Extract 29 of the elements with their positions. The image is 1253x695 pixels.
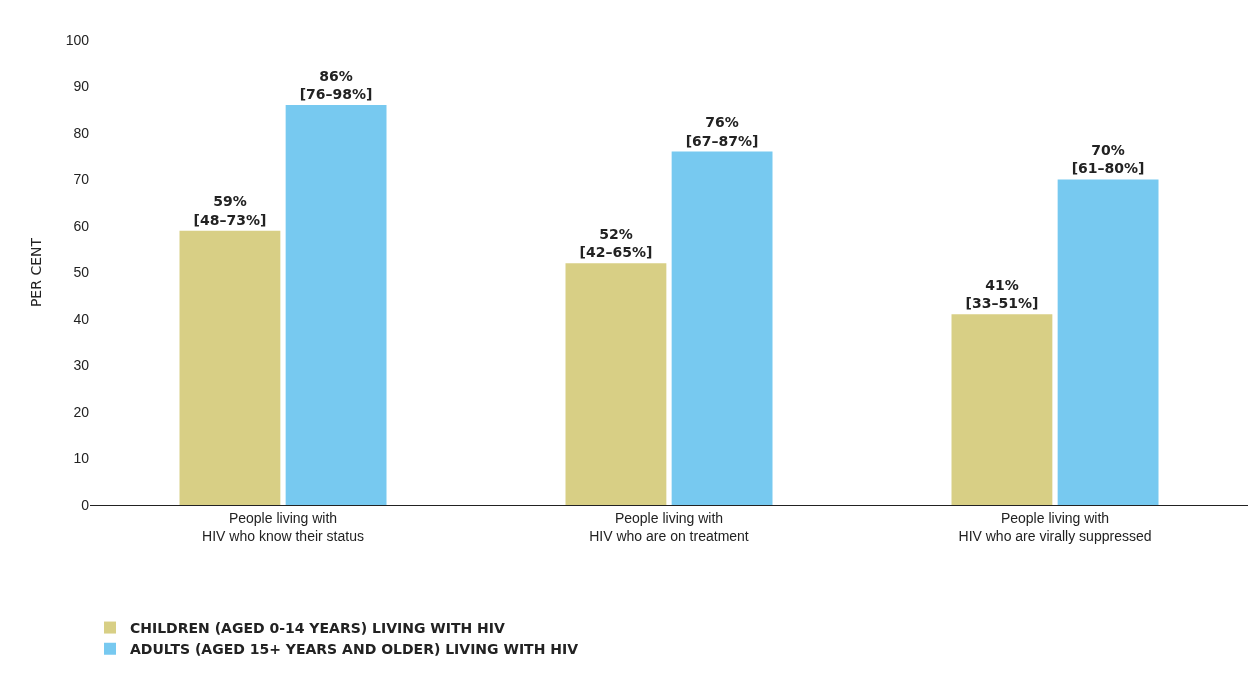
x-tick-label: People living with HIV who know their status xyxy=(202,509,364,544)
data-label: 76% [67–87%] xyxy=(685,114,759,149)
bar xyxy=(285,105,387,505)
legend-label: CHILDREN (AGED 0-14 YEARS) LIVING WITH HIV xyxy=(130,620,506,637)
y-tick-label: 80 xyxy=(73,124,90,141)
y-tick-label: 0 xyxy=(81,496,90,513)
legend-label: ADULTS (AGED 15+ YEARS AND OLDER) LIVING WITH HIV xyxy=(130,641,579,658)
y-tick-label: 10 xyxy=(73,450,90,467)
x-tick-label: People living with HIV who are on treatment xyxy=(589,509,749,544)
y-tick-label: 30 xyxy=(73,357,90,374)
y-tick-label: 50 xyxy=(73,264,90,281)
y-axis-title: PER CENT xyxy=(28,237,45,308)
x-tick-label: People living with HIV who are virally suppressed xyxy=(958,509,1152,544)
data-label: 41% [33–51%] xyxy=(965,277,1039,312)
y-tick-label: 70 xyxy=(73,171,90,188)
y-tick-label: 40 xyxy=(73,310,90,327)
y-tick-label: 20 xyxy=(73,403,90,420)
y-tick-label: 60 xyxy=(73,217,90,234)
bar xyxy=(1057,179,1159,505)
y-tick-label: 90 xyxy=(73,78,90,95)
data-label: 86% [76–98%] xyxy=(299,67,373,103)
data-label: 70% [61–80%] xyxy=(1071,142,1145,177)
data-label: 52% [42–65%] xyxy=(579,226,653,261)
bar xyxy=(951,314,1053,505)
bar xyxy=(179,230,281,505)
data-label: 59% [48–73%] xyxy=(193,193,267,228)
bar xyxy=(671,151,773,505)
y-tick-label: 100 xyxy=(65,31,90,48)
bar xyxy=(565,263,667,505)
